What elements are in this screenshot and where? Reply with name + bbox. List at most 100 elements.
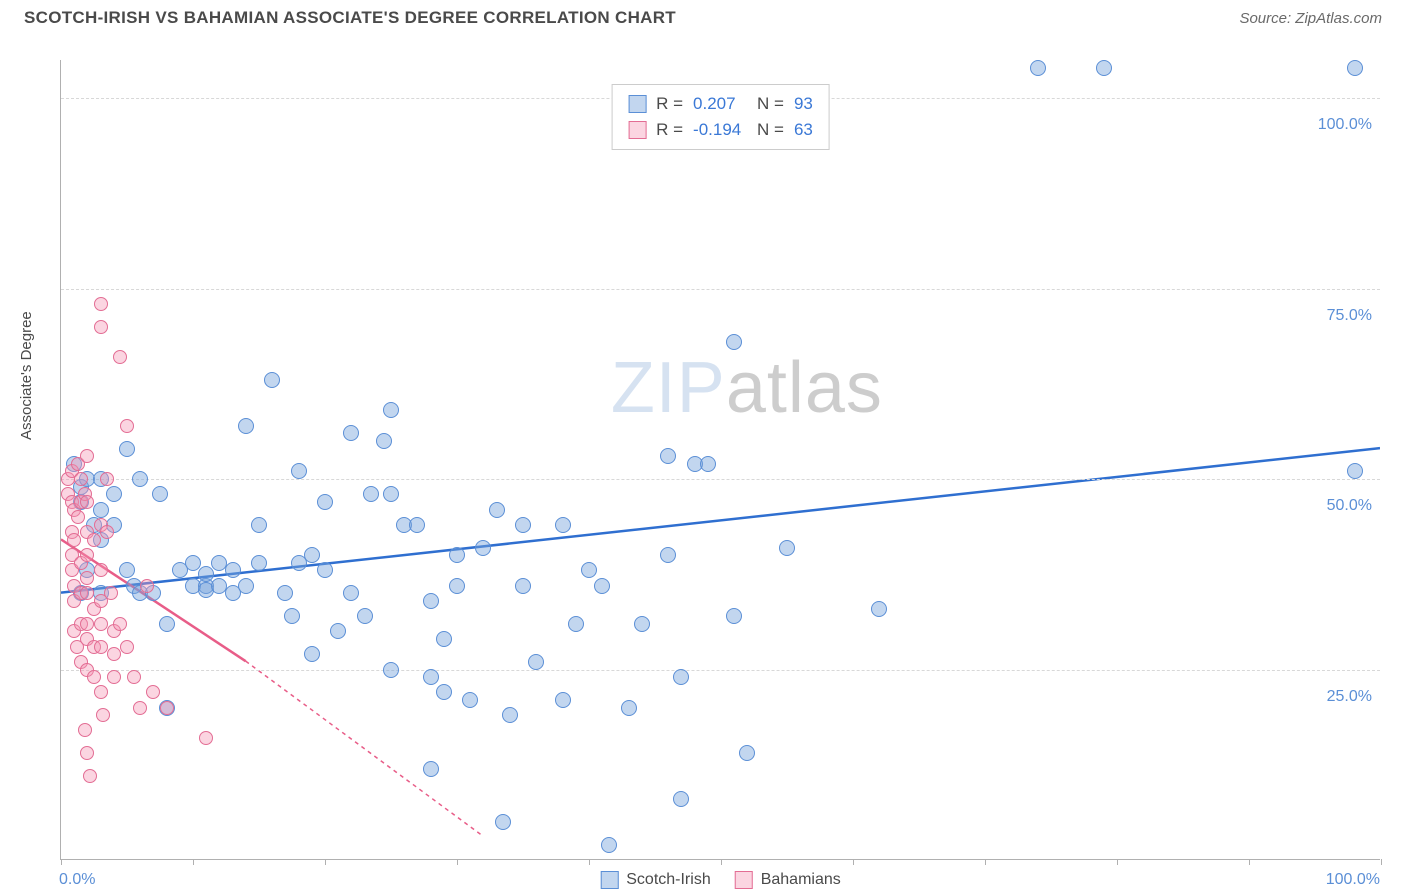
scatter-point <box>495 814 511 830</box>
scatter-point <box>475 540 491 556</box>
scatter-point <box>1347 463 1363 479</box>
scatter-point <box>343 425 359 441</box>
scatter-point <box>199 731 213 745</box>
scatter-point <box>673 791 689 807</box>
scatter-point <box>634 616 650 632</box>
scatter-point <box>113 617 127 631</box>
scatter-point <box>238 418 254 434</box>
watermark-main: ZIP <box>611 348 726 428</box>
x-axis-min-label: 0.0% <box>59 871 95 889</box>
scatter-point <box>601 837 617 853</box>
gridline-horizontal <box>61 670 1380 671</box>
scatter-point <box>83 769 97 783</box>
scatter-point <box>515 517 531 533</box>
x-tick <box>193 859 194 865</box>
scatter-point <box>119 562 135 578</box>
scatter-point <box>80 571 94 585</box>
scatter-point <box>94 617 108 631</box>
scatter-point <box>660 448 676 464</box>
scatter-point <box>436 631 452 647</box>
scatter-point <box>113 350 127 364</box>
x-tick <box>325 859 326 865</box>
correlation-legend: R =0.207N =93R =-0.194N =63 <box>611 84 830 150</box>
scatter-point <box>93 502 109 518</box>
scatter-point <box>71 510 85 524</box>
scatter-point <box>555 517 571 533</box>
scatter-point <box>159 616 175 632</box>
legend-row: R = 0.207 N = 93 <box>628 91 813 117</box>
scatter-point <box>528 654 544 670</box>
scatter-point <box>317 562 333 578</box>
scatter-point <box>284 608 300 624</box>
x-tick <box>721 859 722 865</box>
scatter-point <box>409 517 425 533</box>
scatter-point <box>871 601 887 617</box>
x-tick <box>985 859 986 865</box>
watermark: ZIPatlas <box>611 347 883 429</box>
legend-row: R =-0.194N =63 <box>628 117 813 143</box>
scatter-point <box>146 685 160 699</box>
scatter-point <box>94 640 108 654</box>
scatter-point <box>100 525 114 539</box>
scatter-point <box>80 746 94 760</box>
scatter-point <box>94 320 108 334</box>
scatter-point <box>119 441 135 457</box>
scatter-point <box>726 334 742 350</box>
r-value: 0.207 <box>693 91 747 117</box>
legend-label: Scotch-Irish <box>626 871 710 889</box>
chart-title: SCOTCH-IRISH VS BAHAMIAN ASSOCIATE'S DEG… <box>24 8 676 28</box>
scatter-point <box>436 684 452 700</box>
n-label: N = <box>757 91 784 117</box>
scatter-point <box>152 486 168 502</box>
scatter-point <box>132 471 148 487</box>
chart-container: ZIPatlas R =0.207N =93R =-0.194N =63 0.0… <box>60 40 1380 840</box>
scatter-point <box>594 578 610 594</box>
n-label: N = <box>757 117 784 143</box>
scatter-point <box>1096 60 1112 76</box>
scatter-point <box>726 608 742 624</box>
scatter-point <box>277 585 293 601</box>
scatter-point <box>140 579 154 593</box>
x-axis-max-label: 100.0% <box>1326 871 1380 889</box>
scatter-point <box>120 419 134 433</box>
scatter-point <box>621 700 637 716</box>
scatter-point <box>376 433 392 449</box>
scatter-point <box>225 562 241 578</box>
scatter-point <box>127 670 141 684</box>
scatter-point <box>423 593 439 609</box>
x-tick <box>1381 859 1382 865</box>
series-legend: Scotch-Irish Bahamians <box>600 871 841 889</box>
x-tick <box>589 859 590 865</box>
scatter-point <box>330 623 346 639</box>
x-tick <box>61 859 62 865</box>
scatter-point <box>515 578 531 594</box>
scatter-point <box>568 616 584 632</box>
scatter-point <box>660 547 676 563</box>
x-tick <box>853 859 854 865</box>
r-label: R = <box>656 117 683 143</box>
y-tick-label: 25.0% <box>1327 688 1372 706</box>
y-axis-label: Associate's Degree <box>18 311 35 440</box>
scatter-point <box>238 578 254 594</box>
scatter-point <box>94 297 108 311</box>
gridline-horizontal <box>61 479 1380 480</box>
legend-label: Bahamians <box>761 871 841 889</box>
scatter-point <box>779 540 795 556</box>
scatter-point <box>581 562 597 578</box>
scatter-point <box>78 723 92 737</box>
scatter-point <box>133 701 147 715</box>
trend-lines <box>61 60 1380 859</box>
r-label: R = <box>656 91 683 117</box>
x-tick <box>1117 859 1118 865</box>
legend-swatch <box>735 871 753 889</box>
y-tick-label: 100.0% <box>1318 116 1372 134</box>
r-value: -0.194 <box>693 117 747 143</box>
n-value: 93 <box>794 91 813 117</box>
scatter-point <box>87 670 101 684</box>
scatter-point <box>489 502 505 518</box>
scatter-point <box>107 670 121 684</box>
scatter-point <box>100 472 114 486</box>
scatter-point <box>502 707 518 723</box>
scatter-point <box>304 646 320 662</box>
scatter-point <box>198 566 214 582</box>
